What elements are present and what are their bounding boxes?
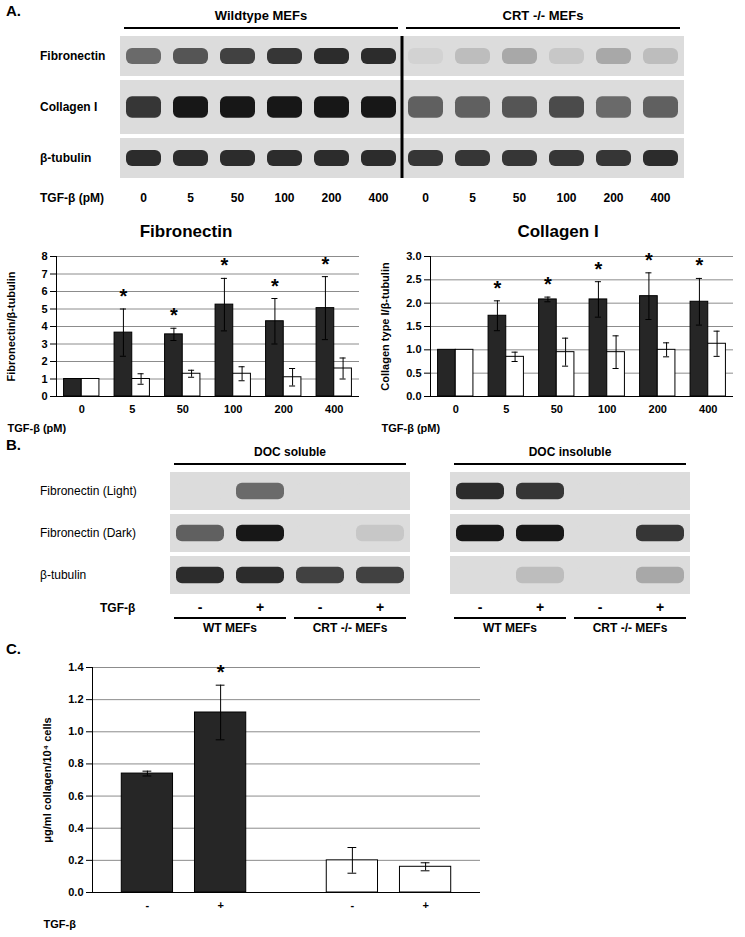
svg-text:5: 5 xyxy=(469,191,476,205)
svg-text:0.6: 0.6 xyxy=(68,790,83,802)
svg-text:50: 50 xyxy=(551,403,563,415)
svg-text:0.4: 0.4 xyxy=(68,822,84,834)
svg-text:3: 3 xyxy=(41,338,47,350)
svg-text:β-tubulin: β-tubulin xyxy=(40,568,86,582)
svg-text:100: 100 xyxy=(274,191,294,205)
svg-text:-: - xyxy=(478,599,483,615)
svg-text:400: 400 xyxy=(325,403,343,415)
html-text:B.: B. xyxy=(6,436,21,453)
svg-text:400: 400 xyxy=(699,403,717,415)
svg-text:Fibronectin/β-tubulin: Fibronectin/β-tubulin xyxy=(5,271,17,381)
svg-text:+: + xyxy=(376,599,384,615)
html-text:Fibronectin: Fibronectin xyxy=(139,222,233,241)
svg-text:0.0: 0.0 xyxy=(406,390,421,402)
svg-text:200: 200 xyxy=(603,191,623,205)
svg-text:Fibronectin: Fibronectin xyxy=(40,49,105,63)
svg-text:Fibronectin (Dark): Fibronectin (Dark) xyxy=(40,526,136,540)
svg-text:CRT -/- MEFs: CRT -/- MEFs xyxy=(503,8,584,23)
svg-text:Collagen type I/β-tubulin: Collagen type I/β-tubulin xyxy=(379,262,391,391)
svg-text:DOC insoluble: DOC insoluble xyxy=(529,445,612,459)
svg-text:6: 6 xyxy=(41,285,47,297)
svg-text:*: * xyxy=(595,258,603,280)
svg-text:-: - xyxy=(318,599,323,615)
svg-text:*: * xyxy=(120,285,128,307)
svg-text:TGF-β (pM): TGF-β (pM) xyxy=(40,191,104,205)
svg-text:0: 0 xyxy=(453,403,459,415)
svg-text:0: 0 xyxy=(422,191,429,205)
svg-text:5: 5 xyxy=(503,403,509,415)
svg-text:50: 50 xyxy=(231,191,245,205)
svg-text:1.4: 1.4 xyxy=(68,661,84,673)
svg-text:0.0: 0.0 xyxy=(68,886,83,898)
svg-text:TGF-β: TGF-β xyxy=(100,601,135,615)
svg-text:1.2: 1.2 xyxy=(68,693,83,705)
svg-text:5: 5 xyxy=(129,403,135,415)
svg-text:CRT -/- MEFs: CRT -/- MEFs xyxy=(593,621,668,635)
svg-text:TGF-β: TGF-β xyxy=(44,918,77,930)
svg-text:1.5: 1.5 xyxy=(406,320,421,332)
svg-text:2.0: 2.0 xyxy=(406,297,421,309)
svg-text:WT MEFs: WT MEFs xyxy=(203,621,257,635)
svg-text:0.5: 0.5 xyxy=(406,367,421,379)
svg-text:TGF-β (pM): TGF-β (pM) xyxy=(382,422,441,434)
svg-text:CRT -/- MEFs: CRT -/- MEFs xyxy=(313,621,388,635)
svg-text:400: 400 xyxy=(650,191,670,205)
svg-text:μg/ml collagen/10⁴ cells: μg/ml collagen/10⁴ cells xyxy=(41,717,53,842)
svg-text:-: - xyxy=(598,599,603,615)
svg-text:*: * xyxy=(217,661,225,683)
svg-text:0: 0 xyxy=(140,191,147,205)
svg-text:0: 0 xyxy=(41,390,47,402)
svg-text:200: 200 xyxy=(275,403,293,415)
svg-text:DOC soluble: DOC soluble xyxy=(254,445,326,459)
svg-text:400: 400 xyxy=(368,191,388,205)
svg-text:100: 100 xyxy=(556,191,576,205)
svg-text:50: 50 xyxy=(177,403,189,415)
svg-text:+: + xyxy=(256,599,264,615)
svg-text:+: + xyxy=(217,899,223,911)
svg-text:WT MEFs: WT MEFs xyxy=(483,621,537,635)
svg-text:Wildtype MEFs: Wildtype MEFs xyxy=(215,8,307,23)
svg-text:200: 200 xyxy=(649,403,667,415)
html-text:C.: C. xyxy=(6,640,21,657)
svg-text:*: * xyxy=(696,254,704,276)
svg-text:3.0: 3.0 xyxy=(406,250,421,262)
svg-text:TGF-β (pM): TGF-β (pM) xyxy=(8,422,67,434)
svg-text:100: 100 xyxy=(598,403,616,415)
svg-text:*: * xyxy=(221,254,229,276)
html-text:Collagen I: Collagen I xyxy=(517,222,599,241)
svg-text:Fibronectin (Light): Fibronectin (Light) xyxy=(40,484,137,498)
svg-text:0.8: 0.8 xyxy=(68,757,83,769)
svg-text:50: 50 xyxy=(513,191,527,205)
svg-text:-: - xyxy=(198,599,203,615)
svg-text:+: + xyxy=(656,599,664,615)
svg-text:5: 5 xyxy=(41,303,47,315)
svg-text:β-tubulin: β-tubulin xyxy=(40,151,91,165)
svg-text:0: 0 xyxy=(79,403,85,415)
svg-text:*: * xyxy=(170,304,178,326)
svg-text:4: 4 xyxy=(41,320,48,332)
svg-text:7: 7 xyxy=(41,268,47,280)
svg-text:Collagen I: Collagen I xyxy=(40,100,97,114)
svg-text:*: * xyxy=(271,275,279,297)
html-text:A.: A. xyxy=(6,2,21,19)
svg-text:200: 200 xyxy=(321,191,341,205)
svg-text:1.0: 1.0 xyxy=(68,725,83,737)
svg-text:2: 2 xyxy=(41,355,47,367)
svg-text:*: * xyxy=(494,277,502,299)
svg-text:*: * xyxy=(544,273,552,295)
svg-text:*: * xyxy=(645,249,653,271)
svg-text:-: - xyxy=(351,899,355,911)
svg-text:5: 5 xyxy=(187,191,194,205)
svg-text:100: 100 xyxy=(224,403,242,415)
svg-text:+: + xyxy=(422,899,428,911)
svg-text:0.2: 0.2 xyxy=(68,854,83,866)
svg-text:1.0: 1.0 xyxy=(406,343,421,355)
svg-text:-: - xyxy=(146,899,150,911)
svg-text:*: * xyxy=(322,253,330,275)
svg-text:2.5: 2.5 xyxy=(406,273,421,285)
svg-text:+: + xyxy=(536,599,544,615)
svg-text:1: 1 xyxy=(41,373,47,385)
svg-text:8: 8 xyxy=(41,250,47,262)
